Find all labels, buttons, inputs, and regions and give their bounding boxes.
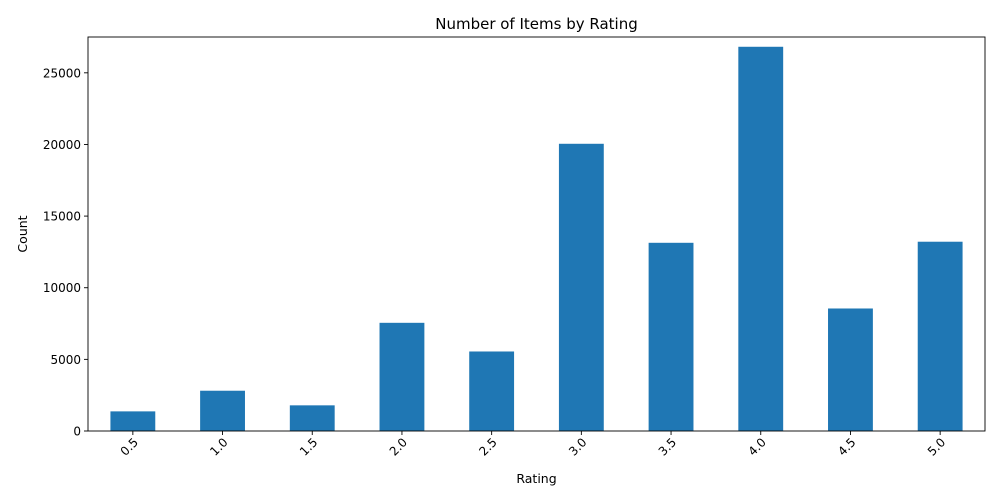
- x-tick-label: 2.0: [387, 435, 410, 458]
- x-tick-label: 4.0: [745, 435, 768, 458]
- x-axis-title: Rating: [516, 471, 556, 486]
- bar-1.0: [200, 390, 245, 431]
- bar-4.0: [738, 46, 784, 431]
- x-tick-label: 1.5: [297, 435, 320, 458]
- bar-5.0: [917, 241, 963, 431]
- x-tick-label: 4.5: [835, 435, 858, 458]
- y-tick-label: 10000: [43, 281, 81, 295]
- bars-group: [110, 46, 963, 431]
- y-tick-label: 0: [73, 425, 81, 439]
- plot-frame: [87, 36, 986, 432]
- x-tick-label: 3.5: [656, 435, 679, 458]
- x-tick-label: 0.5: [118, 435, 141, 458]
- bar-3.5: [648, 242, 694, 431]
- y-tick-label: 15000: [43, 210, 81, 224]
- bar-4.5: [828, 308, 873, 431]
- bar-0.5: [110, 411, 156, 431]
- bar-3.0: [558, 143, 604, 431]
- x-tick-label: 1.0: [207, 435, 230, 458]
- y-axis-ticks: 0 5000 10000 15000 20000 25000: [43, 66, 88, 439]
- y-tick-label: 25000: [43, 66, 81, 80]
- y-tick-label: 5000: [50, 353, 81, 367]
- chart-title: Number of Items by Rating: [435, 15, 638, 33]
- bar-2.5: [469, 351, 515, 431]
- y-tick-label: 20000: [43, 138, 81, 152]
- x-tick-label: 2.5: [476, 435, 499, 458]
- x-tick-label: 5.0: [925, 435, 948, 458]
- bar-2.0: [379, 322, 425, 431]
- x-axis-ticks: 0.5 1.0 1.5 2.0 2.5 3.0 3.5 4.0 4.5 5.0: [118, 431, 948, 459]
- bar-1.5: [289, 405, 335, 431]
- y-axis-title: Count: [15, 215, 30, 252]
- x-tick-label: 3.0: [566, 435, 589, 458]
